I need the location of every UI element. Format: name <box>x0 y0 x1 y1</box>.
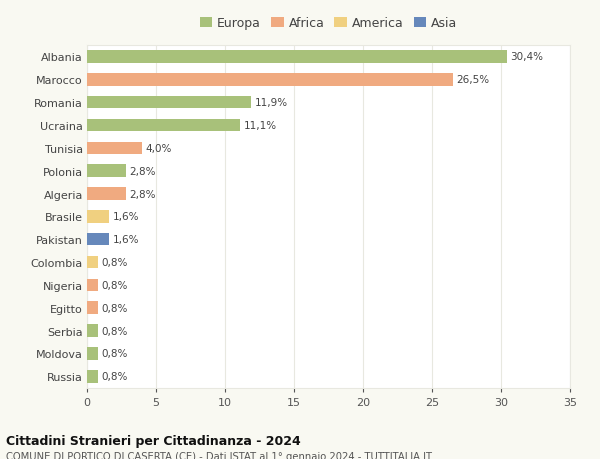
Bar <box>87 97 251 109</box>
Text: 2,8%: 2,8% <box>129 166 155 176</box>
Text: 0,8%: 0,8% <box>101 326 128 336</box>
Text: 0,8%: 0,8% <box>101 371 128 381</box>
Bar <box>87 51 506 63</box>
Text: 0,8%: 0,8% <box>101 280 128 290</box>
Legend: Europa, Africa, America, Asia: Europa, Africa, America, Asia <box>197 15 460 33</box>
Bar <box>87 279 98 291</box>
Text: Cittadini Stranieri per Cittadinanza - 2024: Cittadini Stranieri per Cittadinanza - 2… <box>6 434 301 447</box>
Text: COMUNE DI PORTICO DI CASERTA (CE) - Dati ISTAT al 1° gennaio 2024 - TUTTITALIA.I: COMUNE DI PORTICO DI CASERTA (CE) - Dati… <box>6 451 432 459</box>
Bar <box>87 74 453 86</box>
Bar <box>87 119 240 132</box>
Bar <box>87 370 98 383</box>
Bar <box>87 142 142 155</box>
Bar <box>87 325 98 337</box>
Bar <box>87 188 125 200</box>
Text: 1,6%: 1,6% <box>113 235 139 245</box>
Bar <box>87 256 98 269</box>
Text: 0,8%: 0,8% <box>101 257 128 268</box>
Bar <box>87 165 125 178</box>
Text: 2,8%: 2,8% <box>129 189 155 199</box>
Bar <box>87 211 109 223</box>
Text: 1,6%: 1,6% <box>113 212 139 222</box>
Bar <box>87 302 98 314</box>
Text: 11,1%: 11,1% <box>244 121 277 131</box>
Text: 26,5%: 26,5% <box>456 75 489 85</box>
Text: 4,0%: 4,0% <box>146 144 172 153</box>
Bar <box>87 347 98 360</box>
Text: 30,4%: 30,4% <box>510 52 543 62</box>
Text: 0,8%: 0,8% <box>101 349 128 358</box>
Text: 11,9%: 11,9% <box>254 98 288 108</box>
Text: 0,8%: 0,8% <box>101 303 128 313</box>
Bar <box>87 234 109 246</box>
